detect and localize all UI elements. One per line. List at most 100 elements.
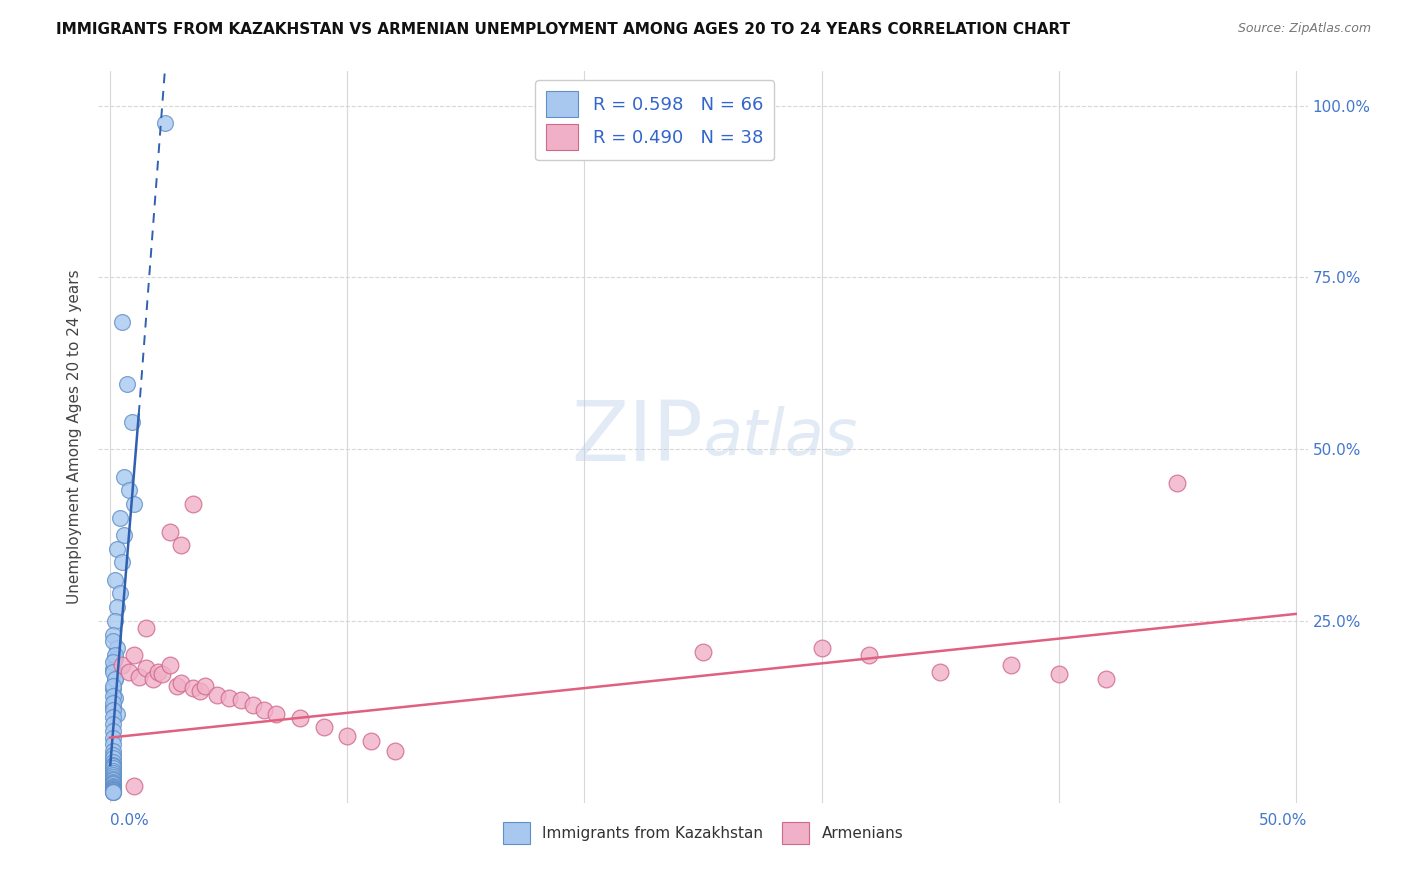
- Point: [229, 693, 252, 707]
- Text: 0.0%: 0.0%: [110, 814, 149, 828]
- Point: [122, 779, 145, 793]
- Point: [101, 682, 124, 697]
- Point: [336, 729, 359, 743]
- Point: [170, 538, 193, 552]
- Legend: Immigrants from Kazakhstan, Armenians: Immigrants from Kazakhstan, Armenians: [496, 816, 910, 850]
- Point: [108, 586, 131, 600]
- Point: [104, 648, 127, 662]
- Point: [1166, 476, 1188, 491]
- Point: [101, 716, 124, 731]
- Point: [114, 528, 136, 542]
- Point: [101, 768, 124, 782]
- Point: [104, 672, 127, 686]
- Point: [128, 670, 150, 684]
- Point: [264, 706, 287, 721]
- Point: [104, 672, 127, 686]
- Text: 50.0%: 50.0%: [1260, 814, 1308, 828]
- Point: [101, 738, 124, 752]
- Point: [118, 665, 141, 680]
- Point: [101, 772, 124, 786]
- Point: [152, 667, 174, 681]
- Y-axis label: Unemployment Among Ages 20 to 24 years: Unemployment Among Ages 20 to 24 years: [67, 269, 83, 605]
- Point: [253, 703, 276, 717]
- Point: [101, 634, 124, 648]
- Text: ZIP: ZIP: [571, 397, 703, 477]
- Point: [101, 783, 124, 797]
- Point: [101, 773, 124, 788]
- Point: [101, 662, 124, 676]
- Point: [360, 734, 382, 748]
- Point: [105, 600, 128, 615]
- Point: [101, 627, 124, 641]
- Point: [190, 683, 212, 698]
- Point: [810, 641, 832, 656]
- Point: [101, 665, 124, 680]
- Point: [104, 690, 127, 705]
- Point: [101, 696, 124, 710]
- Point: [115, 376, 138, 391]
- Point: [111, 658, 134, 673]
- Point: [101, 766, 124, 780]
- Point: [159, 658, 181, 673]
- Point: [101, 783, 124, 797]
- Point: [181, 681, 204, 695]
- Point: [101, 785, 124, 799]
- Point: [101, 744, 124, 758]
- Point: [108, 510, 131, 524]
- Point: [1047, 667, 1070, 681]
- Point: [122, 648, 145, 662]
- Point: [101, 690, 124, 704]
- Point: [1000, 658, 1022, 673]
- Point: [312, 720, 335, 734]
- Point: [101, 782, 124, 797]
- Point: [181, 497, 204, 511]
- Point: [101, 781, 124, 796]
- Point: [101, 679, 124, 693]
- Point: [194, 679, 217, 693]
- Point: [153, 116, 176, 130]
- Text: atlas: atlas: [703, 406, 858, 468]
- Point: [122, 497, 145, 511]
- Point: [101, 784, 124, 798]
- Point: [205, 688, 228, 702]
- Point: [111, 315, 134, 329]
- Point: [105, 706, 128, 721]
- Point: [101, 777, 124, 791]
- Point: [105, 641, 128, 656]
- Point: [101, 723, 124, 738]
- Point: [101, 764, 124, 778]
- Point: [384, 744, 406, 758]
- Point: [1095, 672, 1118, 686]
- Point: [101, 747, 124, 762]
- Point: [114, 469, 136, 483]
- Point: [142, 672, 165, 686]
- Point: [104, 573, 127, 587]
- Point: [288, 711, 311, 725]
- Point: [692, 645, 714, 659]
- Point: [858, 648, 880, 662]
- Point: [101, 703, 124, 717]
- Point: [135, 660, 157, 674]
- Point: [101, 699, 124, 714]
- Point: [135, 621, 157, 635]
- Point: [101, 782, 124, 797]
- Point: [101, 776, 124, 790]
- Point: [104, 614, 127, 628]
- Point: [242, 698, 264, 712]
- Text: IMMIGRANTS FROM KAZAKHSTAN VS ARMENIAN UNEMPLOYMENT AMONG AGES 20 TO 24 YEARS CO: IMMIGRANTS FROM KAZAKHSTAN VS ARMENIAN U…: [56, 22, 1070, 37]
- Point: [101, 785, 124, 799]
- Point: [104, 651, 127, 665]
- Point: [218, 690, 240, 705]
- Text: Source: ZipAtlas.com: Source: ZipAtlas.com: [1237, 22, 1371, 36]
- Point: [101, 710, 124, 724]
- Point: [101, 655, 124, 669]
- Point: [166, 679, 188, 693]
- Point: [170, 675, 193, 690]
- Point: [101, 780, 124, 794]
- Point: [111, 556, 134, 570]
- Point: [101, 785, 124, 799]
- Point: [121, 415, 143, 429]
- Point: [101, 731, 124, 745]
- Point: [101, 751, 124, 765]
- Point: [929, 665, 952, 680]
